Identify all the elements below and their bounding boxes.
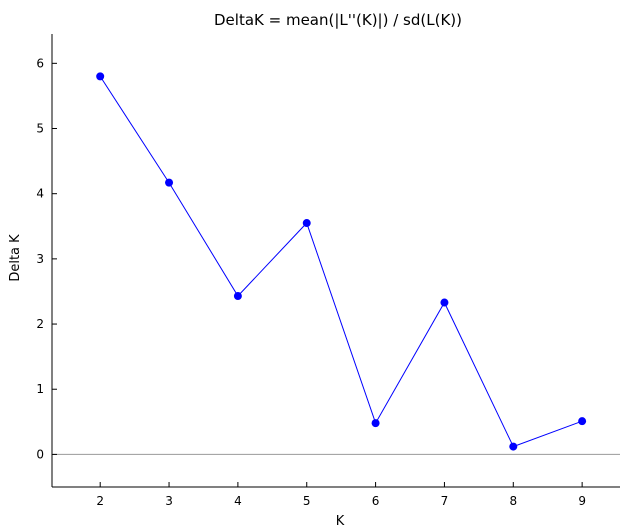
x-tick-label: 8 bbox=[509, 494, 517, 508]
data-point bbox=[509, 442, 518, 451]
y-tick-label: 3 bbox=[36, 252, 44, 266]
x-tick-label: 7 bbox=[441, 494, 449, 508]
y-tick-label: 2 bbox=[36, 317, 44, 331]
data-point bbox=[371, 419, 380, 428]
y-tick-label: 6 bbox=[36, 56, 44, 70]
y-tick-label: 4 bbox=[36, 187, 44, 201]
x-tick-label: 5 bbox=[303, 494, 311, 508]
y-axis-label: Delta K bbox=[8, 234, 23, 282]
delta-k-series-line bbox=[99, 76, 583, 448]
x-axis-label: K bbox=[336, 514, 345, 527]
y-tick-label: 0 bbox=[36, 447, 44, 461]
x-tick-label: 9 bbox=[578, 494, 586, 508]
y-tick-label: 5 bbox=[36, 122, 44, 136]
x-tick-label: 6 bbox=[372, 494, 380, 508]
plot-area: 0 1 2 3 4 5 6 2 3 4 5 6 7 8 9 bbox=[36, 34, 620, 508]
x-tick-label: 2 bbox=[96, 494, 104, 508]
data-point bbox=[233, 292, 242, 301]
data-point bbox=[165, 178, 174, 187]
x-tick-label: 4 bbox=[234, 494, 242, 508]
data-point bbox=[302, 219, 311, 228]
chart-title: DeltaK = mean(|L''(K)|) / sd(L(K)) bbox=[214, 11, 462, 29]
y-tick-label: 1 bbox=[36, 382, 44, 396]
data-point bbox=[96, 72, 105, 81]
data-point bbox=[578, 417, 587, 426]
data-point bbox=[440, 298, 449, 307]
x-tick-label: 3 bbox=[165, 494, 173, 508]
